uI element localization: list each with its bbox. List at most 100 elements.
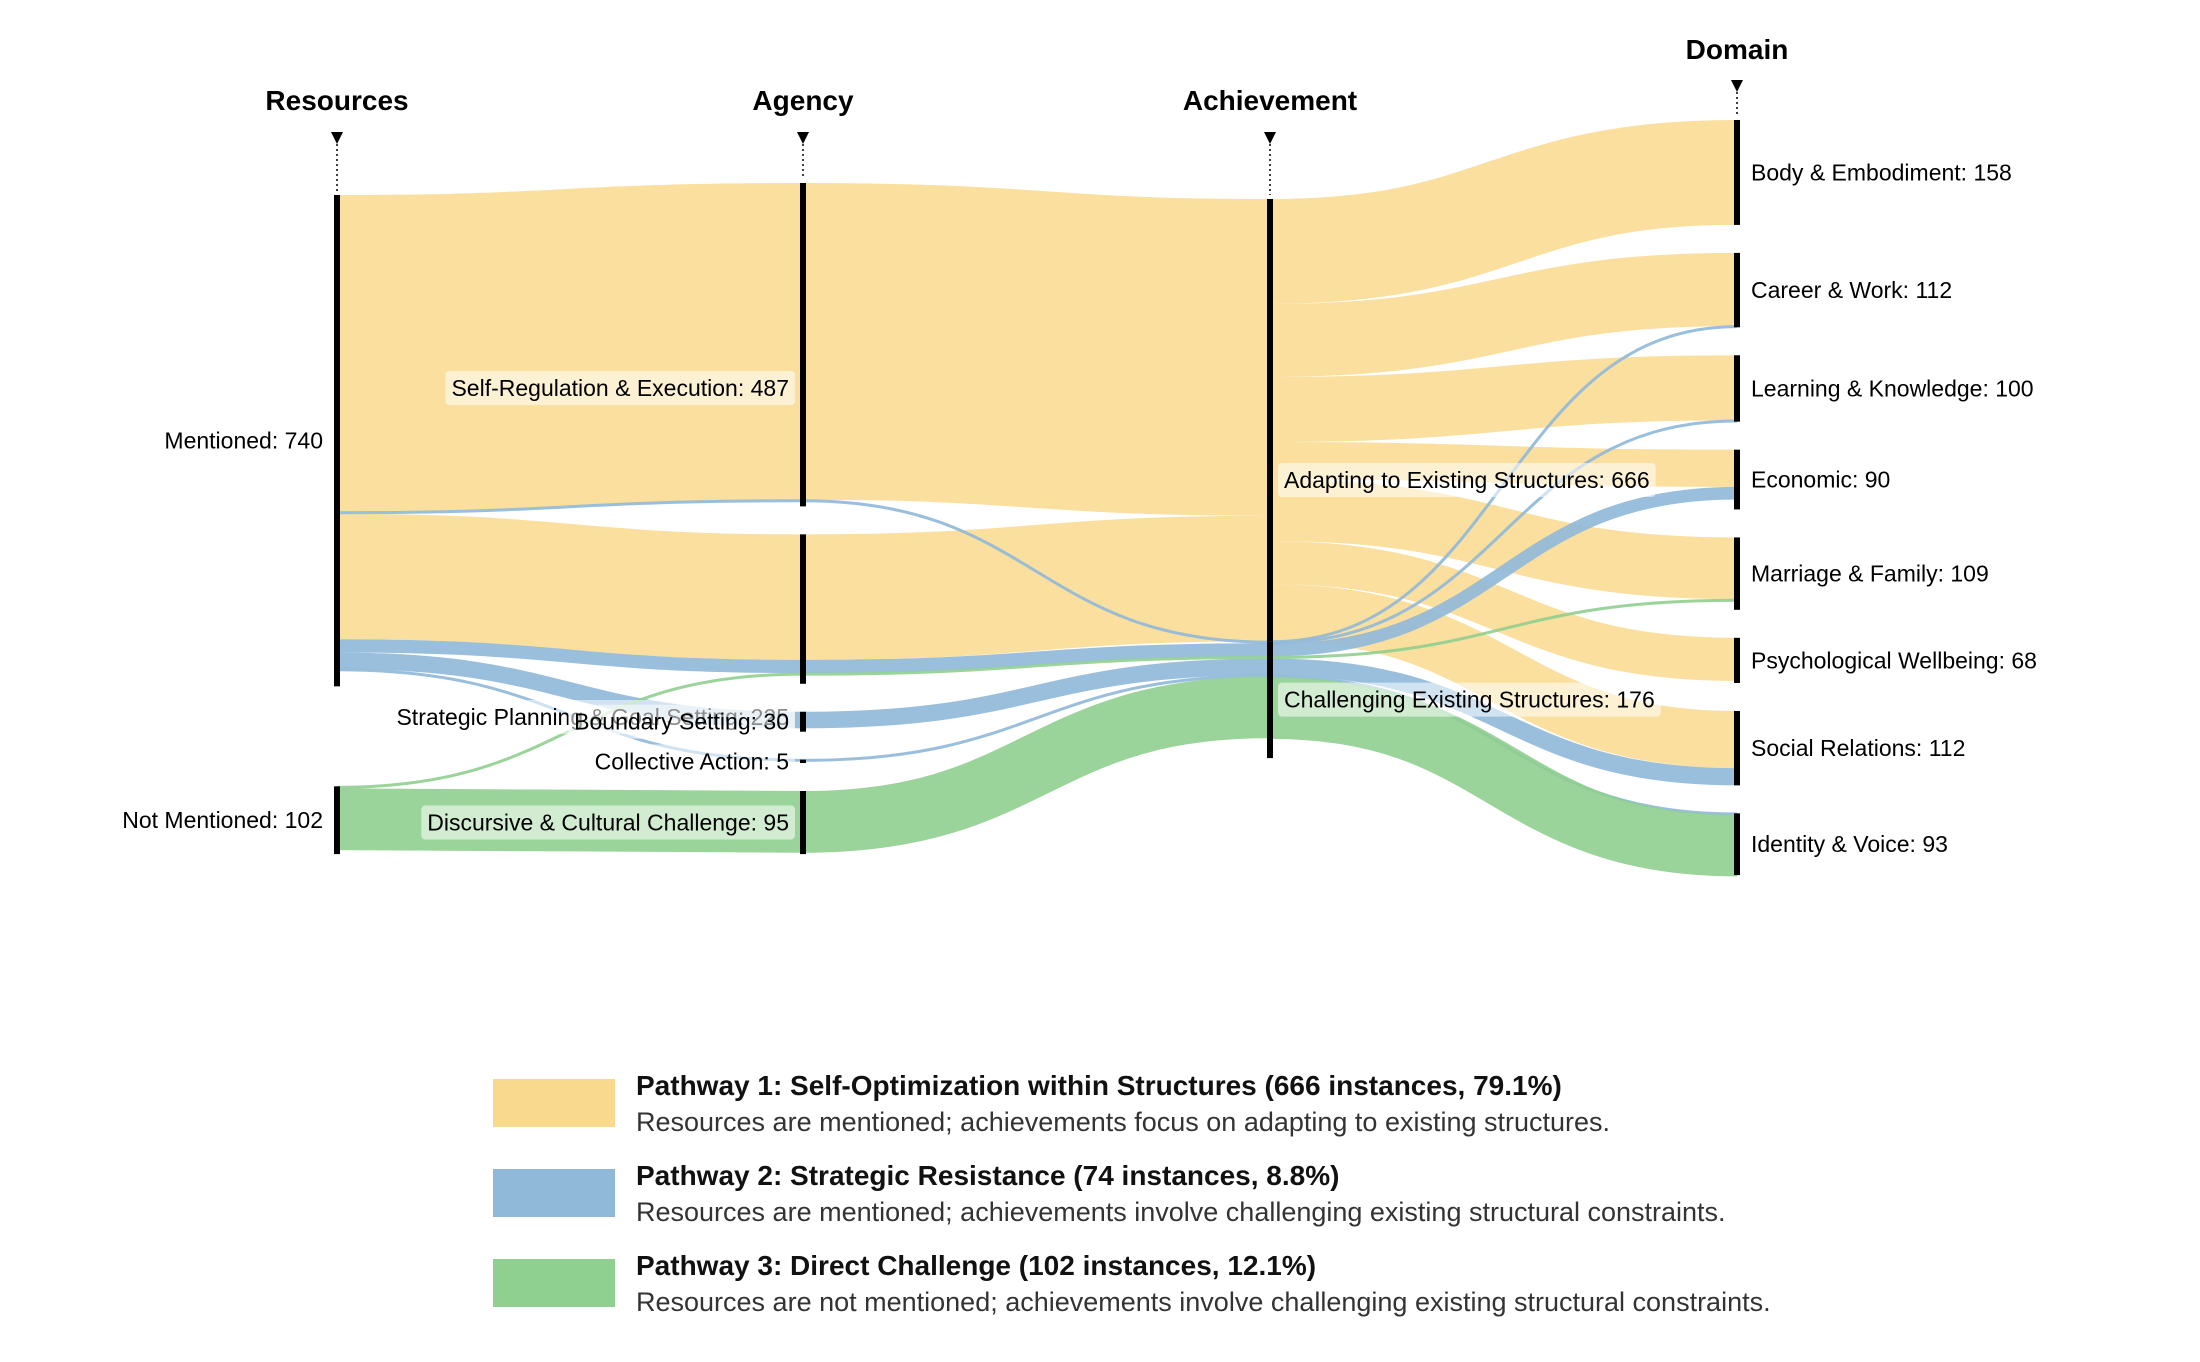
column-titles: Resources Agency Achievement Domain	[265, 34, 1788, 116]
node-label-economic: Economic: 90	[1745, 462, 1897, 497]
node-label-text-discursive: Discursive & Cultural Challenge: 95	[427, 810, 789, 836]
column-title-achievement: Achievement	[1183, 85, 1357, 116]
column-title-resources: Resources	[265, 85, 408, 116]
legend-title: Pathway 1: Self-Optimization within Stru…	[636, 1070, 1562, 1101]
node-bar-learning	[1734, 355, 1740, 422]
node-label-bg-mentioned	[158, 423, 329, 458]
node-label-selfreg: Self-Regulation & Execution: 487	[445, 371, 795, 405]
node-bar-career	[1734, 252, 1740, 328]
node-label-bg-discursive	[421, 805, 795, 840]
column-markers	[331, 80, 1743, 195]
node-label-text-psych: Psychological Wellbeing: 68	[1751, 647, 2037, 673]
column-title-domain: Domain	[1686, 34, 1789, 65]
node-bar-selfreg	[800, 183, 806, 507]
legend-item-pathway-3: Pathway 3: Direct Challenge (102 instanc…	[493, 1248, 2053, 1338]
legend: Pathway 1: Self-Optimization within Stru…	[493, 1068, 2053, 1338]
node-label-text-boundary: Boundary Setting: 30	[574, 709, 789, 735]
legend-swatch-pathway-3	[493, 1259, 615, 1307]
node-bar-mentioned	[334, 195, 340, 687]
link-challenging-economic-p2	[1269, 486, 1738, 657]
node-bar-adapting	[1267, 199, 1273, 642]
node-label-text-challenging: Challenging Existing Structures: 176	[1284, 687, 1655, 713]
node-label-bg-boundary	[568, 704, 795, 739]
node-label-bg-career	[1745, 273, 1959, 308]
node-label-text-identity: Identity & Voice: 93	[1751, 831, 1948, 857]
node-label-text-body: Body & Embodiment: 158	[1751, 159, 2012, 185]
legend-description: Resources are mentioned; achievements in…	[636, 1197, 1726, 1227]
node-label-bg-challenging	[1278, 682, 1661, 717]
link-adapting-career-p1	[1269, 252, 1738, 377]
node-label-text-economic: Economic: 90	[1751, 467, 1890, 493]
column-marker-triangle-domain	[1731, 80, 1743, 92]
link-selfreg-adapting-p1	[802, 182, 1271, 516]
link-challenging-social-p2	[1269, 658, 1738, 786]
sankey-nodes	[334, 120, 1740, 876]
node-label-bg-selfreg	[445, 371, 795, 405]
node-label-text-notmentioned: Not Mentioned: 102	[122, 807, 323, 833]
link-challenging-marriage-p3	[1269, 598, 1738, 659]
node-bar-collective	[800, 759, 806, 764]
sankey-links	[336, 120, 1738, 877]
node-bar-discursive	[800, 791, 806, 855]
node-label-bg-marriage	[1745, 556, 1995, 591]
node-label-challenging: Challenging Existing Structures: 176	[1278, 682, 1661, 717]
legend-title: Pathway 3: Direct Challenge (102 instanc…	[636, 1250, 1317, 1281]
node-label-bg-collective	[588, 744, 795, 779]
legend-title: Pathway 2: Strategic Resistance (74 inst…	[636, 1160, 1340, 1191]
legend-description: Resources are mentioned; achievements fo…	[636, 1107, 1611, 1137]
link-adapting-marriage-p1	[1269, 479, 1738, 600]
link-adapting-body-p1	[1269, 120, 1738, 304]
link-challenging-learning-p2	[1269, 419, 1738, 645]
node-label-text-learning: Learning & Knowledge: 100	[1751, 375, 2034, 401]
node-label-text-mentioned: Mentioned: 740	[164, 428, 323, 454]
legend-description: Resources are not mentioned; achievement…	[636, 1287, 1771, 1317]
node-bar-identity	[1734, 813, 1740, 876]
link-strategic-adapting-p1	[802, 515, 1271, 660]
node-label-bg-notmentioned	[116, 803, 329, 838]
node-bar-challenging	[1267, 641, 1273, 759]
node-label-bg-identity	[1745, 827, 1954, 862]
link-discursive-challenging-p3	[802, 676, 1271, 853]
node-bar-social	[1734, 710, 1740, 786]
link-selfreg-challenging-p2	[802, 499, 1271, 644]
node-label-identity: Identity & Voice: 93	[1745, 827, 1954, 862]
node-label-bg-social	[1745, 731, 1972, 766]
node-bar-boundary	[800, 711, 806, 732]
node-label-career: Career & Work: 112	[1745, 273, 1959, 308]
column-marker-triangle-resources	[331, 132, 343, 144]
node-label-bg-psych	[1745, 643, 2043, 678]
node-label-body: Body & Embodiment: 158	[1745, 155, 2018, 190]
node-label-text-social: Social Relations: 112	[1751, 735, 1965, 761]
legend-swatch-pathway-1	[493, 1079, 615, 1127]
node-label-text-selfreg: Self-Regulation & Execution: 487	[451, 375, 789, 401]
link-strategic-challenging-p3	[802, 655, 1271, 676]
node-label-bg-learning	[1745, 371, 2040, 406]
link-boundary-challenging-p2	[802, 658, 1271, 729]
legend-item-pathway-1: Pathway 1: Self-Optimization within Stru…	[493, 1068, 2053, 1158]
link-adapting-learning-p1	[1269, 355, 1738, 443]
link-collective-challenging-p2	[802, 674, 1271, 762]
node-labels: Mentioned: 740 Not Mentioned: 102 Self-Reg…	[116, 155, 2043, 862]
node-label-bg-economic	[1745, 462, 1897, 497]
node-label-text-adapting: Adapting to Existing Structures: 666	[1284, 467, 1650, 493]
link-adapting-social-p1	[1269, 584, 1738, 769]
node-label-text-collective: Collective Action: 5	[595, 748, 789, 774]
node-label-collective: Collective Action: 5	[588, 744, 795, 779]
node-label-bg-adapting	[1278, 463, 1656, 497]
link-strategic-challenging-p2	[802, 643, 1271, 674]
node-bar-economic	[1734, 449, 1740, 510]
link-mentioned-strategic-p1	[336, 513, 804, 660]
node-label-mentioned: Mentioned: 740	[158, 423, 329, 458]
node-label-bg-body	[1745, 155, 2018, 190]
link-mentioned-strategic-p2	[336, 639, 804, 674]
link-mentioned-selfreg-p2	[336, 499, 804, 515]
node-label-text-marriage: Marriage & Family: 109	[1751, 561, 1989, 587]
link-adapting-psych-p1	[1269, 540, 1738, 681]
node-bar-marriage	[1734, 537, 1740, 610]
node-bar-strategic	[800, 534, 806, 684]
node-label-marriage: Marriage & Family: 109	[1745, 556, 1995, 591]
node-label-text-career: Career & Work: 112	[1751, 277, 1952, 303]
column-marker-triangle-achievement	[1264, 132, 1276, 144]
node-label-boundary: Boundary Setting: 30	[568, 704, 795, 739]
node-bar-psych	[1734, 637, 1740, 683]
